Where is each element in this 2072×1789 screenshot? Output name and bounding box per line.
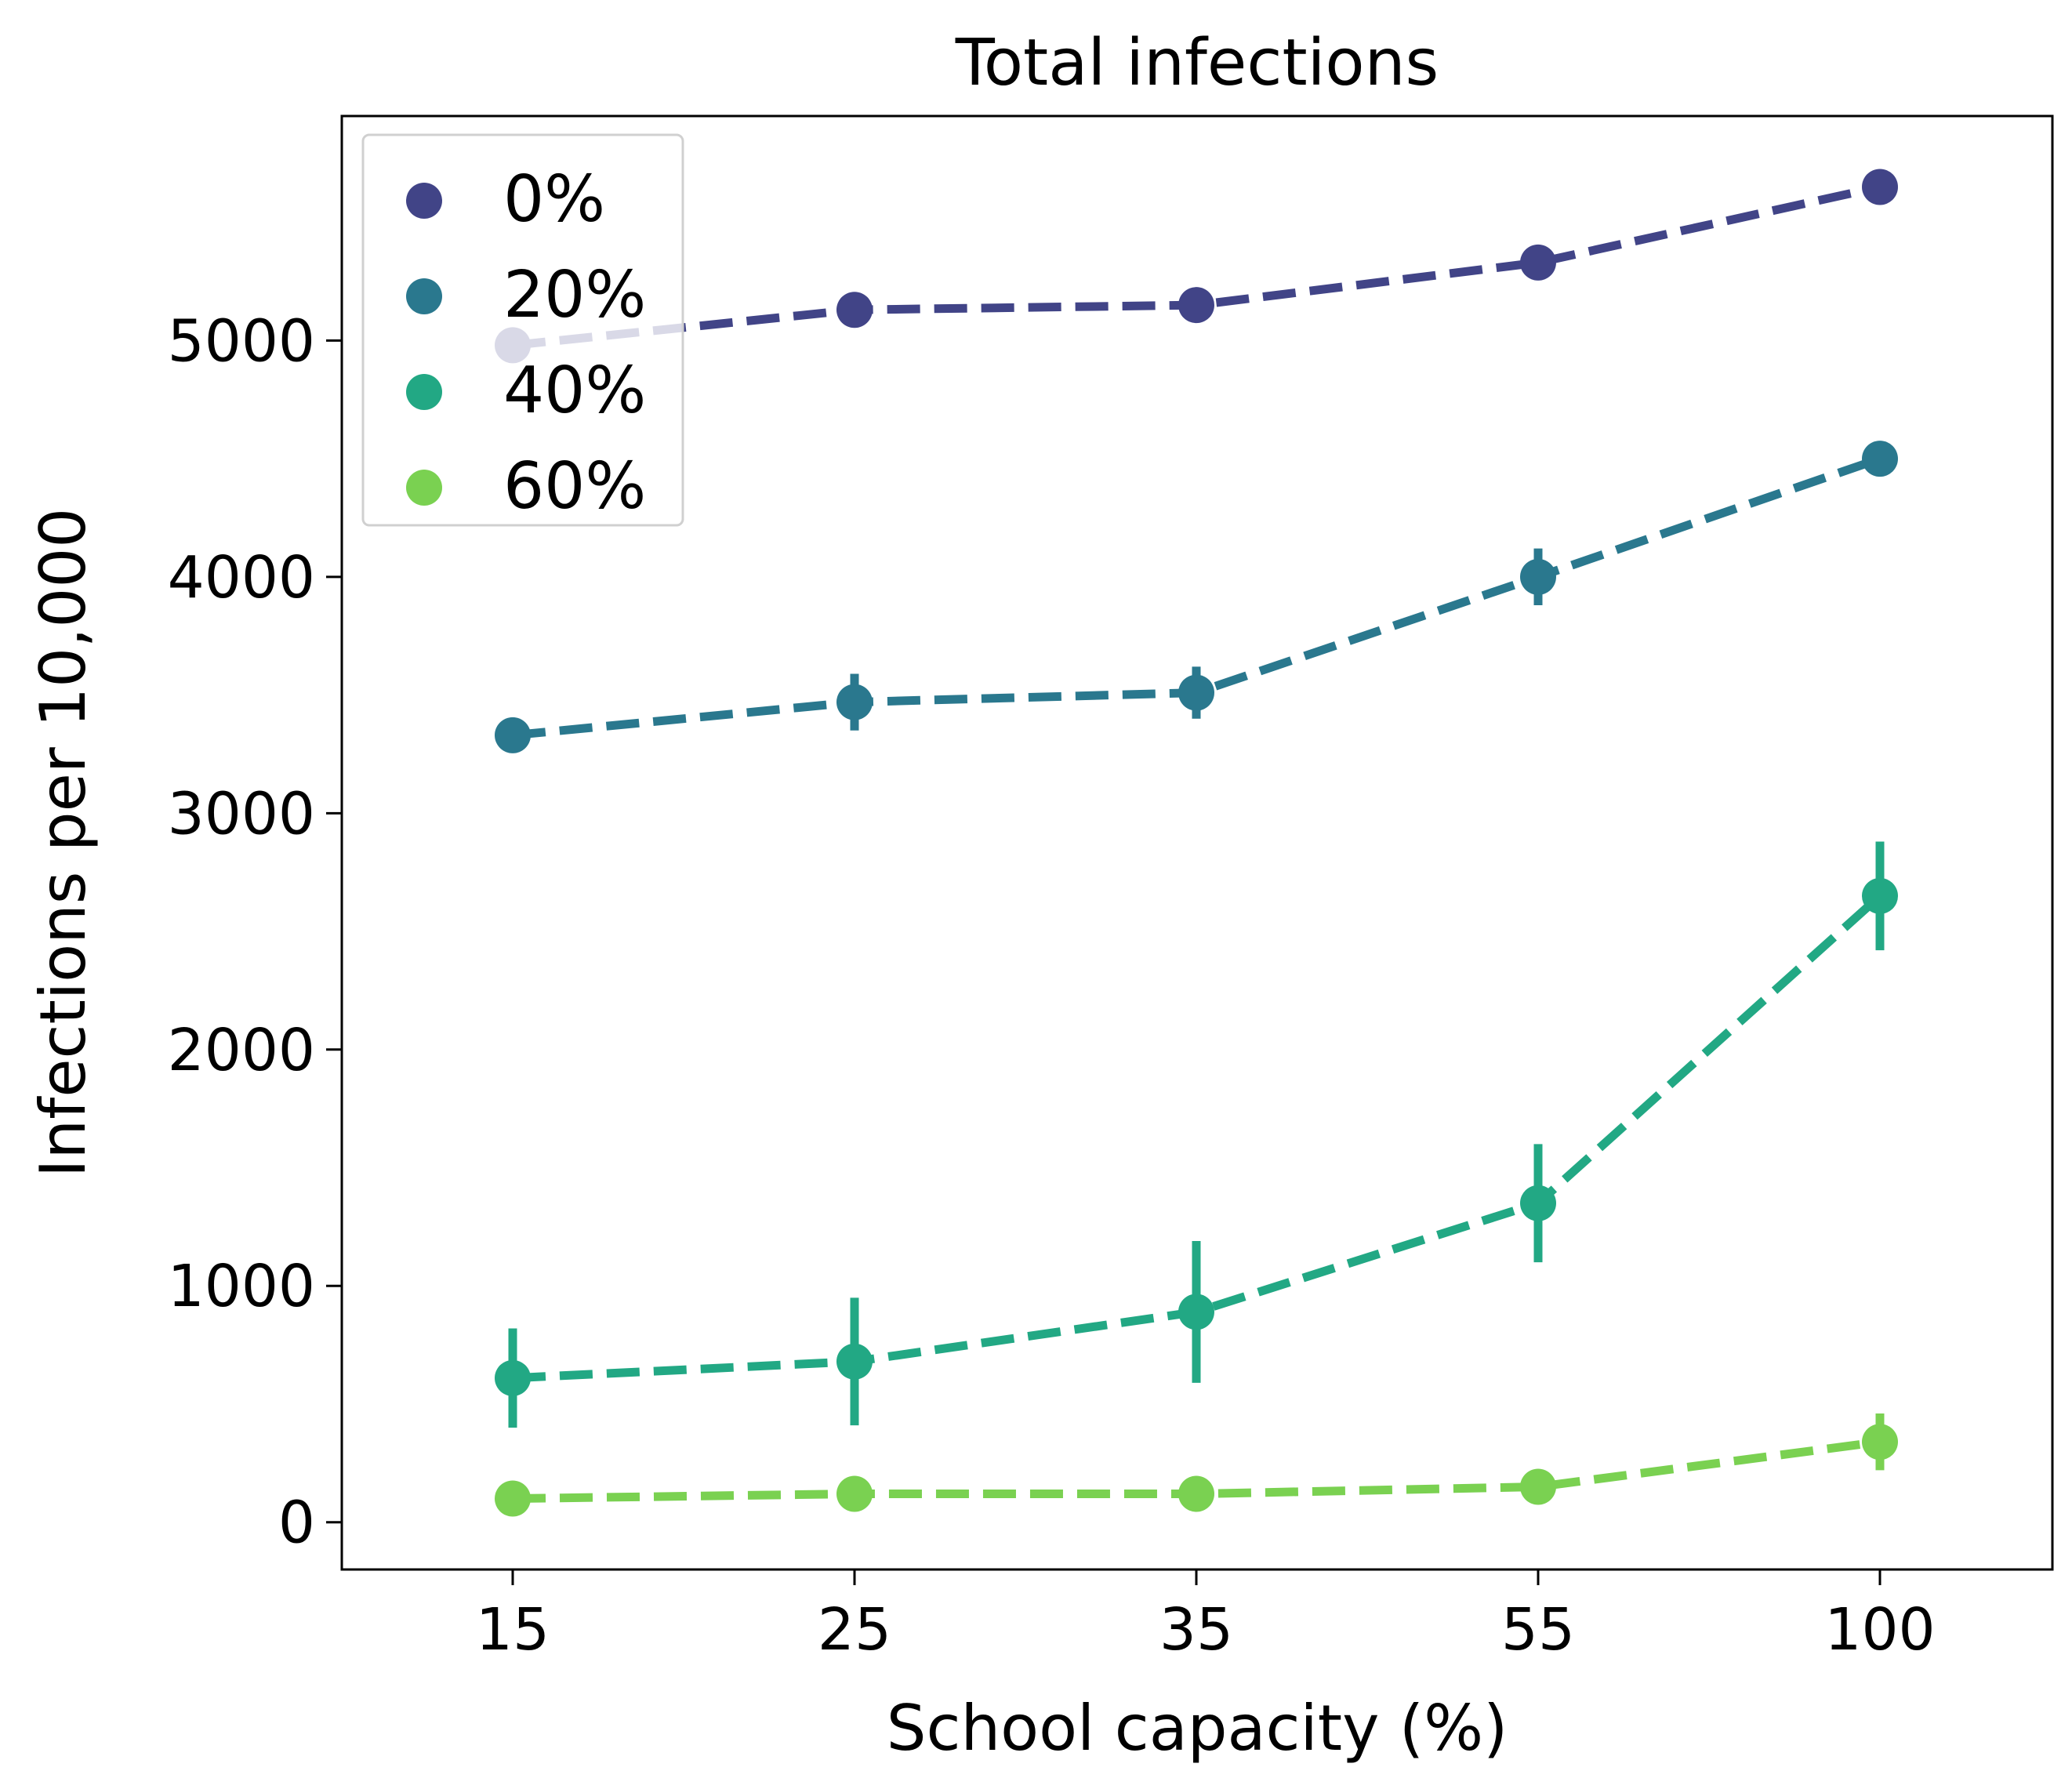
data-point (1178, 674, 1214, 711)
data-point (836, 292, 873, 328)
series-2 (495, 841, 1898, 1428)
data-point (495, 1480, 531, 1517)
x-tick-label: 100 (1824, 1596, 1935, 1664)
legend-marker (406, 470, 442, 506)
y-tick-label: 5000 (168, 307, 315, 375)
legend-marker (406, 183, 442, 219)
legend-label: 20% (503, 258, 646, 332)
data-point (1862, 441, 1898, 477)
data-point (836, 684, 873, 720)
chart-title: Total infections (955, 26, 1439, 100)
y-tick-label: 0 (278, 1490, 315, 1557)
legend-label: 60% (503, 449, 646, 524)
y-axis-label: Infections per 10,000 (27, 508, 100, 1178)
legend-box (361, 133, 684, 527)
series-layer (495, 169, 1898, 1517)
x-tick-label: 25 (818, 1596, 891, 1664)
series-1 (495, 441, 1898, 753)
y-tick-label: 4000 (168, 544, 315, 611)
y-tick-label: 1000 (168, 1253, 315, 1320)
data-point (1862, 1424, 1898, 1461)
data-point (1862, 877, 1898, 914)
x-axis: 15 25 35 55 100 (476, 1569, 1936, 1664)
data-point (1520, 558, 1556, 595)
data-point (1520, 244, 1556, 281)
x-tick-label: 35 (1159, 1596, 1233, 1664)
legend-label: 0% (503, 162, 605, 237)
x-tick-label: 55 (1501, 1596, 1575, 1664)
x-tick-label: 15 (476, 1596, 550, 1664)
x-axis-label: School capacity (%) (887, 1692, 1508, 1765)
data-point (1178, 287, 1214, 324)
data-point (1520, 1468, 1556, 1505)
data-point (1178, 1475, 1214, 1512)
legend-label: 40% (503, 354, 646, 428)
y-tick-label: 3000 (168, 780, 315, 847)
data-point (836, 1475, 873, 1512)
series-3 (495, 1413, 1898, 1517)
data-point (1520, 1185, 1556, 1221)
data-point (1178, 1294, 1214, 1330)
y-axis: 0 1000 2000 3000 4000 5000 (168, 307, 342, 1557)
data-point (1862, 169, 1898, 205)
data-point (495, 717, 531, 753)
legend: 0% 20% 40% 60% (361, 133, 684, 527)
legend-marker (406, 374, 442, 410)
legend-marker (406, 278, 442, 314)
data-point (495, 1359, 531, 1396)
y-tick-label: 2000 (168, 1017, 315, 1084)
data-point (836, 1343, 873, 1380)
